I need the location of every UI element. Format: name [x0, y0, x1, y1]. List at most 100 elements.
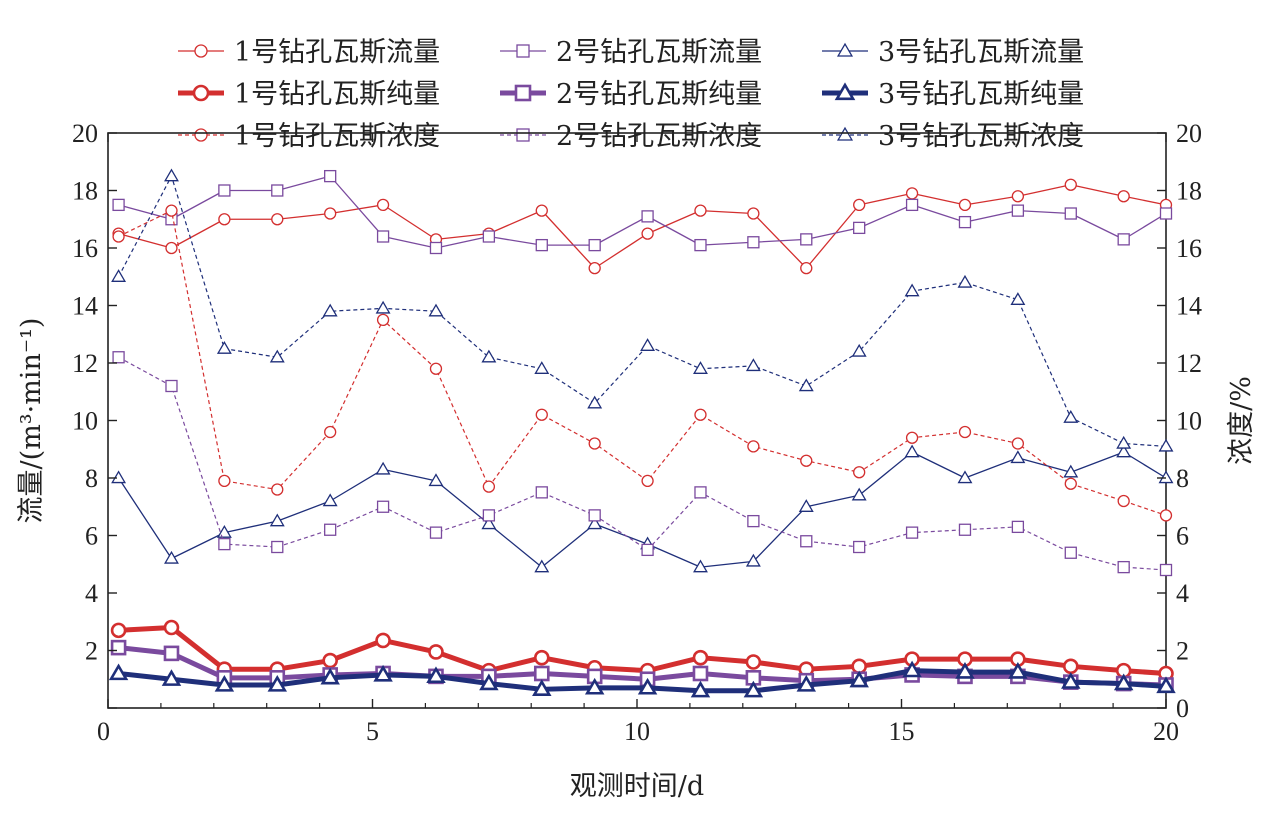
legend-swatch-marker	[836, 126, 854, 141]
legend-swatch-marker	[834, 82, 856, 101]
legend-item: 2号钻孔瓦斯流量	[500, 37, 762, 68]
data-point	[322, 303, 338, 317]
data-point	[588, 509, 601, 522]
legend-label: 2号钻孔瓦斯流量	[556, 37, 762, 68]
data-point	[796, 674, 817, 692]
data-point	[693, 361, 708, 374]
legend-item: 3号钻孔瓦斯流量	[822, 37, 1084, 68]
legend-swatch-marker	[516, 128, 530, 142]
data-point	[324, 523, 337, 536]
data-point	[853, 198, 866, 212]
data-point	[324, 425, 337, 439]
data-point	[745, 358, 761, 372]
data-point	[376, 198, 390, 212]
data-point	[587, 395, 603, 409]
legend-swatch-marker	[516, 44, 530, 58]
data-point	[271, 184, 284, 197]
data-point	[111, 269, 127, 282]
data-point	[375, 461, 391, 475]
series-2	[112, 169, 1173, 255]
data-point	[165, 241, 178, 255]
data-point	[957, 470, 973, 484]
x-tick-label: 10	[624, 717, 650, 746]
data-point	[267, 674, 288, 692]
data-point	[694, 238, 707, 252]
data-point	[747, 514, 760, 528]
data-point	[1011, 204, 1025, 217]
y-tick-label-left: 12	[72, 349, 98, 378]
data-point	[853, 540, 866, 554]
data-point	[375, 632, 391, 649]
y-tick-label-left: 14	[72, 292, 98, 321]
data-point	[1116, 444, 1132, 458]
data-point	[905, 187, 919, 200]
data-point	[1159, 207, 1173, 220]
data-point	[905, 526, 919, 539]
data-point	[1010, 450, 1026, 464]
legend-swatch-marker	[836, 42, 854, 57]
data-point	[218, 537, 231, 551]
data-point	[1008, 662, 1028, 679]
y-tick-label-right: 10	[1176, 407, 1202, 436]
y-tick-label-left: 10	[72, 407, 98, 436]
data-point	[958, 215, 972, 229]
y-tick-label-left: 4	[85, 579, 98, 608]
data-point	[800, 535, 813, 548]
y-tick-label-left: 20	[72, 119, 98, 148]
data-point	[958, 523, 972, 536]
legend-label: 3号钻孔瓦斯纯量	[878, 79, 1084, 110]
data-point	[482, 509, 496, 522]
y-axis-title-right: 浓度/%	[1226, 376, 1257, 465]
data-point	[214, 674, 235, 692]
data-point	[1117, 494, 1130, 508]
data-point	[1061, 672, 1081, 689]
legend-label: 1号钻孔瓦斯纯量	[234, 79, 440, 110]
legend-swatch-marker	[194, 128, 208, 142]
data-point	[269, 349, 285, 363]
legend: 1号钻孔瓦斯流量 2号钻孔瓦斯流量 3号钻孔瓦斯流量 1号钻孔瓦斯纯量 2号钻孔瓦斯纯量…	[178, 37, 1084, 152]
data-point	[584, 677, 605, 695]
legend-item: 1号钻孔瓦斯流量	[178, 37, 440, 68]
y-tick-label-right: 12	[1176, 349, 1202, 378]
data-point	[800, 233, 813, 246]
data-point	[322, 652, 338, 669]
data-point	[694, 486, 707, 499]
data-point	[640, 338, 656, 351]
data-point	[1010, 292, 1026, 305]
series-9	[111, 168, 1174, 452]
data-point	[269, 513, 285, 527]
y-tick-label-left: 2	[85, 637, 98, 666]
y-axis-title-left: 流量/(m³·min⁻¹)	[16, 318, 47, 524]
series-layer	[108, 168, 1176, 698]
y-tick-label-right: 0	[1176, 694, 1189, 723]
data-point	[904, 444, 920, 458]
data-point	[1156, 676, 1176, 694]
data-point	[322, 493, 338, 507]
x-axis-title: 观测时间/d	[570, 771, 704, 802]
data-point	[958, 198, 972, 212]
data-point	[428, 303, 444, 317]
y-tick-label-left: 18	[72, 177, 98, 206]
data-point	[1116, 435, 1132, 449]
data-point	[112, 351, 125, 364]
y-tick-label-right: 6	[1176, 522, 1189, 551]
data-point	[481, 516, 497, 530]
data-point	[641, 210, 654, 223]
y-tick-label-right: 18	[1176, 177, 1202, 206]
data-point	[163, 645, 180, 662]
data-point	[1064, 178, 1077, 191]
data-point	[216, 525, 232, 538]
data-point	[376, 500, 390, 513]
legend-label: 1号钻孔瓦斯浓度	[234, 121, 440, 152]
data-point	[905, 198, 919, 212]
data-point	[482, 230, 496, 243]
data-point	[637, 677, 658, 695]
data-point	[535, 204, 548, 217]
data-point	[743, 680, 764, 698]
legend-swatch-marker	[514, 84, 532, 102]
data-point	[1063, 464, 1079, 478]
series-line	[118, 184, 1167, 269]
legend-item: 3号钻孔瓦斯浓度	[822, 121, 1084, 152]
data-point	[1159, 563, 1173, 577]
data-point	[690, 680, 711, 698]
